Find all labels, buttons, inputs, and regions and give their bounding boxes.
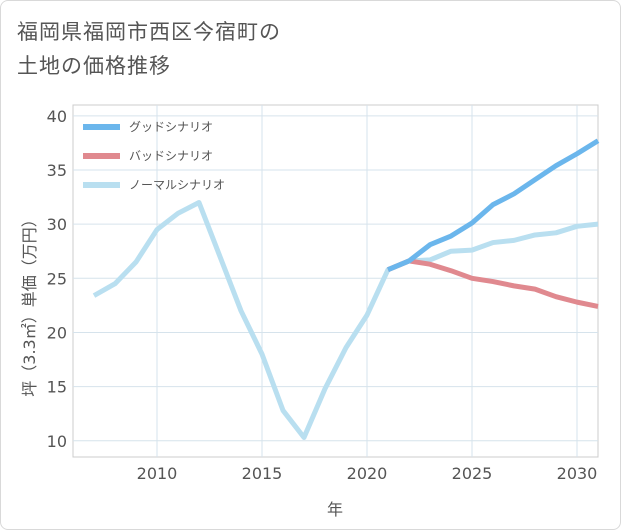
chart-title: 福岡県福岡市西区今宿町の 土地の価格推移 xyxy=(17,15,281,83)
series-line-2 xyxy=(92,199,599,441)
x-tick-2030: 2030 xyxy=(557,464,598,483)
y-tick-35: 35 xyxy=(47,161,67,180)
y-tick-10: 10 xyxy=(47,432,67,451)
series-group xyxy=(92,138,600,441)
y-tick-labels: 10 15 20 25 30 35 40 xyxy=(47,107,67,451)
y-tick-40: 40 xyxy=(47,107,67,126)
x-axis-label: 年 xyxy=(327,500,343,519)
series-line-0 xyxy=(387,138,600,272)
y-tick-25: 25 xyxy=(47,269,67,288)
grid-lines xyxy=(73,105,598,457)
series-line-1 xyxy=(387,258,599,309)
legend-label-1: バッドシナリオ xyxy=(129,149,213,163)
legend-label-2: ノーマルシナリオ xyxy=(129,178,225,192)
x-tick-labels: 2010 2015 2020 2025 2030 xyxy=(137,464,598,483)
chart-title-line-1: 福岡県福岡市西区今宿町の xyxy=(17,20,281,44)
x-tick-2010: 2010 xyxy=(137,464,178,483)
legend-label-0: グッドシナリオ xyxy=(129,120,213,134)
x-tick-2020: 2020 xyxy=(347,464,388,483)
chart-title-line-2: 土地の価格推移 xyxy=(17,54,171,78)
y-tick-30: 30 xyxy=(47,215,67,234)
y-axis-label: 坪（3.3㎡）単価（万円） xyxy=(20,211,39,396)
y-tick-15: 15 xyxy=(47,378,67,397)
x-tick-2015: 2015 xyxy=(242,464,283,483)
x-tick-2025: 2025 xyxy=(452,464,493,483)
plot-area xyxy=(72,104,599,458)
y-tick-20: 20 xyxy=(47,323,67,342)
